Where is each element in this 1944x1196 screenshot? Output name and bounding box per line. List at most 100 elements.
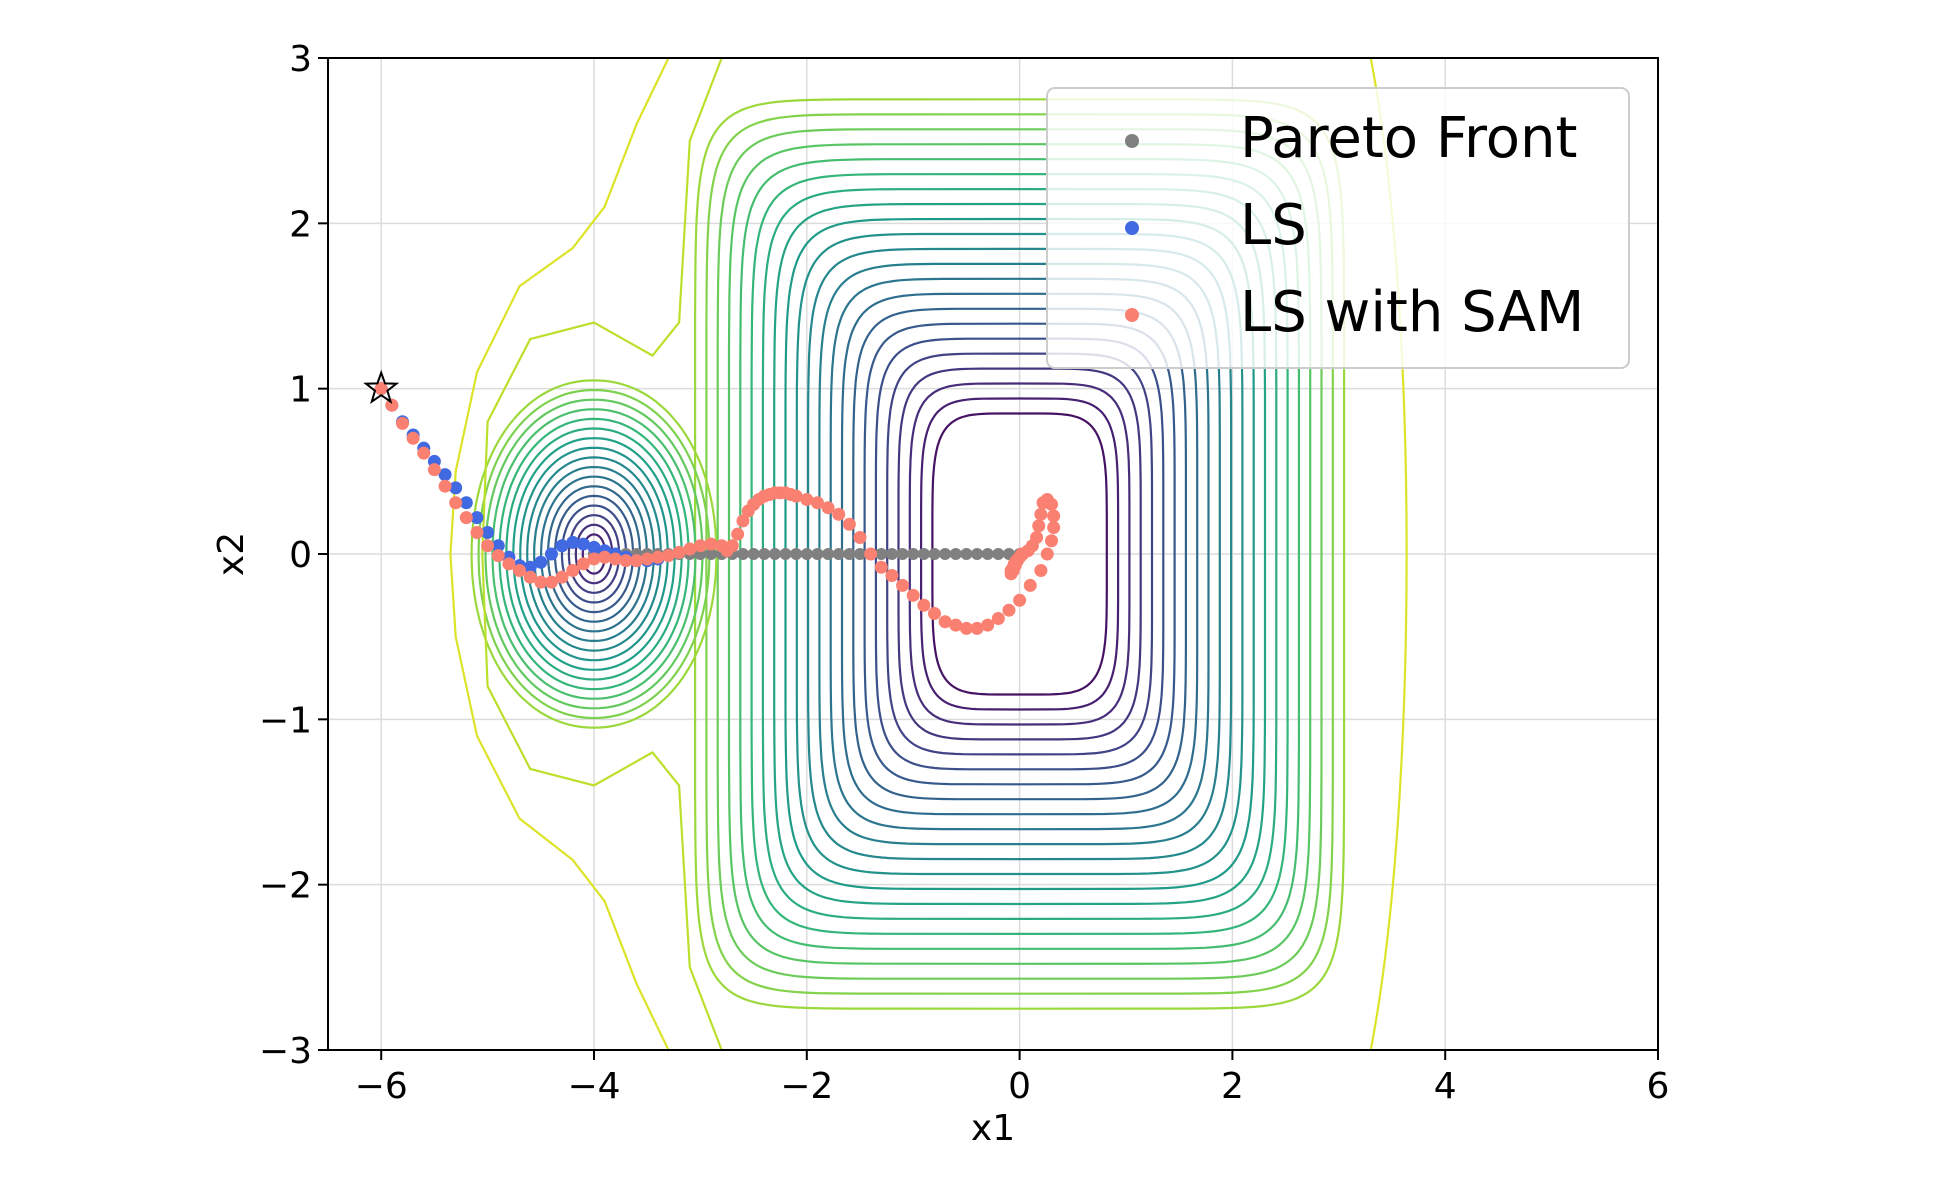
point-pareto-front — [747, 548, 760, 560]
y-tick-label: −1 — [259, 700, 312, 741]
point-pareto-front — [790, 548, 803, 560]
point-ls — [587, 540, 601, 554]
point-pareto-front — [917, 548, 930, 560]
point-ls-with-sam — [417, 446, 431, 460]
point-ls-with-sam — [438, 479, 452, 493]
x-tick-label: 6 — [1647, 1066, 1670, 1107]
point-pareto-front — [800, 548, 813, 560]
x-tick-label: 0 — [1008, 1066, 1031, 1107]
point-ls-with-sam — [731, 527, 745, 541]
point-ls-with-sam — [534, 575, 548, 589]
point-ls — [566, 535, 580, 549]
contour-line-outer — [449, 58, 670, 1050]
point-ls-with-sam — [1032, 519, 1046, 533]
y-tick-label: 0 — [289, 535, 312, 576]
point-ls-with-sam — [1047, 521, 1061, 535]
legend-label-ls-with-sam: LS with SAM — [1240, 280, 1584, 345]
contour-line — [539, 475, 649, 633]
legend-box — [1046, 87, 1630, 369]
point-pareto-front — [992, 548, 1005, 560]
point-ls — [491, 539, 505, 553]
point-pareto-front — [854, 548, 866, 560]
point-ls-with-sam — [725, 539, 739, 553]
point-ls-with-sam — [449, 496, 463, 510]
point-pareto-front — [843, 548, 856, 560]
x-axis-label: x1 — [971, 1108, 1015, 1149]
point-ls-with-sam — [619, 554, 633, 568]
point-ls-with-sam — [395, 416, 409, 430]
y-tick-label: 3 — [289, 39, 312, 80]
point-pareto-front — [736, 548, 749, 560]
point-ls-with-sam — [544, 575, 558, 589]
point-ls — [449, 481, 463, 495]
point-ls-with-sam — [587, 552, 601, 566]
point-ls-with-sam — [693, 539, 707, 553]
point-pareto-front — [705, 548, 718, 560]
contour-line — [567, 514, 621, 594]
point-ls-with-sam — [1034, 507, 1048, 521]
point-ls — [459, 496, 473, 510]
point-ls-with-sam — [1036, 496, 1050, 510]
y-axis-label: x2 — [211, 532, 252, 576]
legend-label-ls: LS — [1240, 193, 1307, 258]
point-ls-with-sam — [938, 615, 952, 629]
point-ls-with-sam — [810, 496, 824, 510]
point-ls — [544, 547, 558, 561]
point-pareto-front — [960, 548, 973, 560]
point-pareto-front — [758, 548, 771, 560]
point-ls-with-sam — [949, 618, 963, 632]
point-ls-with-sam — [704, 537, 718, 551]
point-ls-with-sam — [385, 398, 399, 412]
point-ls-with-sam — [800, 492, 814, 506]
point-ls — [576, 537, 590, 551]
point-ls-with-sam — [885, 568, 899, 582]
x-tick-label: −4 — [567, 1066, 620, 1107]
point-ls-with-sam — [1002, 603, 1016, 617]
point-ls-with-sam — [640, 552, 654, 566]
point-ls-with-sam — [481, 539, 495, 553]
point-ls-with-sam — [513, 564, 527, 578]
contour-line — [470, 379, 718, 729]
point-ls-with-sam — [1040, 547, 1054, 561]
point-ls-with-sam — [842, 517, 856, 531]
point-ls-with-sam — [736, 514, 750, 528]
contour-line-outer — [481, 58, 723, 1050]
point-ls-with-sam — [1034, 564, 1048, 578]
point-ls-with-sam — [470, 526, 484, 540]
point-ls-with-sam — [661, 549, 675, 563]
point-ls-with-sam — [832, 507, 846, 521]
point-ls — [470, 511, 484, 525]
point-ls-with-sam — [1023, 578, 1037, 592]
point-ls-with-sam — [651, 550, 665, 564]
point-ls-with-sam — [608, 552, 622, 566]
point-ls — [534, 555, 548, 569]
contour-line — [533, 466, 655, 642]
y-tick-label: −2 — [259, 866, 312, 907]
point-ls-with-sam — [427, 463, 441, 477]
point-pareto-front — [885, 548, 898, 560]
point-ls — [481, 526, 495, 540]
point-ls-with-sam — [576, 557, 590, 571]
point-ls-with-sam — [1015, 547, 1029, 561]
point-ls-with-sam — [502, 557, 516, 571]
contour-line — [519, 446, 669, 662]
point-ls — [555, 539, 569, 553]
point-pareto-front — [928, 548, 941, 560]
point-ls-with-sam — [1013, 593, 1027, 607]
point-ls-with-sam — [853, 530, 867, 544]
point-pareto-front — [971, 548, 984, 560]
point-pareto-front — [822, 548, 835, 560]
point-ls-with-sam — [789, 489, 803, 503]
point-pareto-front — [768, 548, 781, 560]
contour-line — [560, 504, 628, 604]
contour-line — [484, 398, 704, 710]
point-ls-with-sam — [555, 570, 569, 584]
point-ls-with-sam — [1045, 534, 1059, 548]
contour-line — [574, 523, 614, 585]
point-ls-with-sam — [598, 550, 612, 564]
start-star-marker — [363, 369, 400, 404]
point-ls-with-sam — [991, 611, 1005, 625]
point-ls-with-sam — [821, 501, 835, 515]
axis-ticks: −6 −4 −2 0 2 4 6 −3 −2 −1 0 1 2 3 — [259, 39, 1670, 1107]
